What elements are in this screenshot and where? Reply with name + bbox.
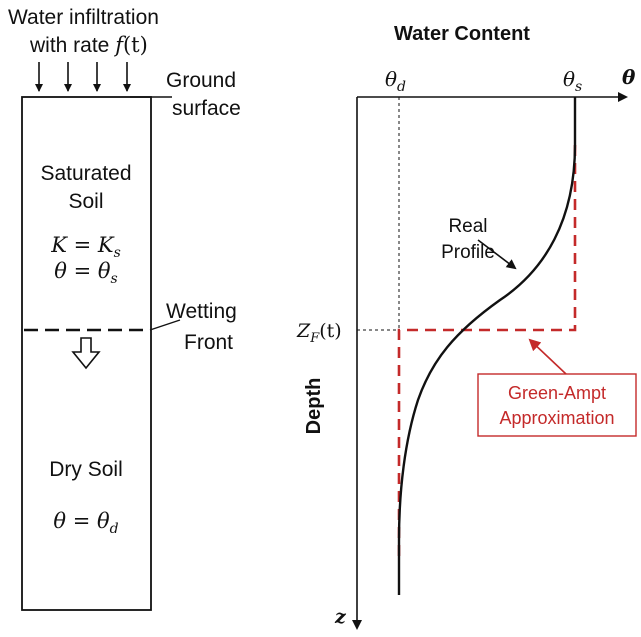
theta-s-label: θs bbox=[563, 67, 582, 95]
soil-column bbox=[21, 96, 152, 611]
eq-theta-saturated: θ = θs bbox=[54, 259, 117, 287]
saturated-soil-label-line2: Soil bbox=[68, 190, 103, 213]
green-ampt-label-box bbox=[477, 373, 637, 437]
real-profile-curve bbox=[397, 97, 577, 595]
wetting-front-leader bbox=[149, 319, 181, 331]
z-axis-label: z bbox=[334, 606, 347, 628]
infiltration-title: Water infiltration bbox=[8, 6, 159, 29]
ground-surface-label-line2: surface bbox=[172, 97, 241, 120]
theta-d-label: θd bbox=[385, 67, 406, 95]
saturated-soil-label-line1: Saturated bbox=[40, 162, 131, 185]
theta-axis-label: θ bbox=[622, 65, 636, 89]
wetting-front-label-line1: Wetting bbox=[166, 300, 237, 323]
dry-soil-label: Dry Soil bbox=[49, 458, 123, 481]
wetting-front-label-line2: Front bbox=[184, 331, 233, 354]
green-ampt-profile bbox=[397, 145, 577, 562]
eq-theta-dry: θ = θd bbox=[53, 509, 118, 537]
real-profile-label-line1: Real bbox=[448, 216, 487, 237]
zf-label: ZF(t) bbox=[296, 320, 342, 346]
real-profile-pointer bbox=[477, 239, 517, 270]
ground-surface-label-line1: Ground bbox=[166, 69, 236, 92]
left-panel: Water infiltration with rate f(t) Ground… bbox=[8, 6, 241, 611]
real-profile-label-line2: Profile bbox=[441, 242, 495, 263]
green-ampt-pointer bbox=[528, 338, 567, 375]
hollow-down-arrow-icon bbox=[71, 337, 101, 370]
infiltration-rate-label: with rate f(t) bbox=[29, 33, 148, 57]
water-content-title: Water Content bbox=[394, 23, 530, 45]
depth-label: Depth bbox=[303, 378, 325, 435]
right-panel: Water Content θ z Depth θd θs ZF(t) Real… bbox=[296, 23, 637, 630]
green-ampt-label-line2: Approximation bbox=[499, 408, 614, 428]
eq-k-saturated: K = Ks bbox=[50, 233, 121, 261]
infiltration-arrows bbox=[35, 62, 131, 92]
green-ampt-label-line1: Green-Ampt bbox=[508, 383, 606, 403]
